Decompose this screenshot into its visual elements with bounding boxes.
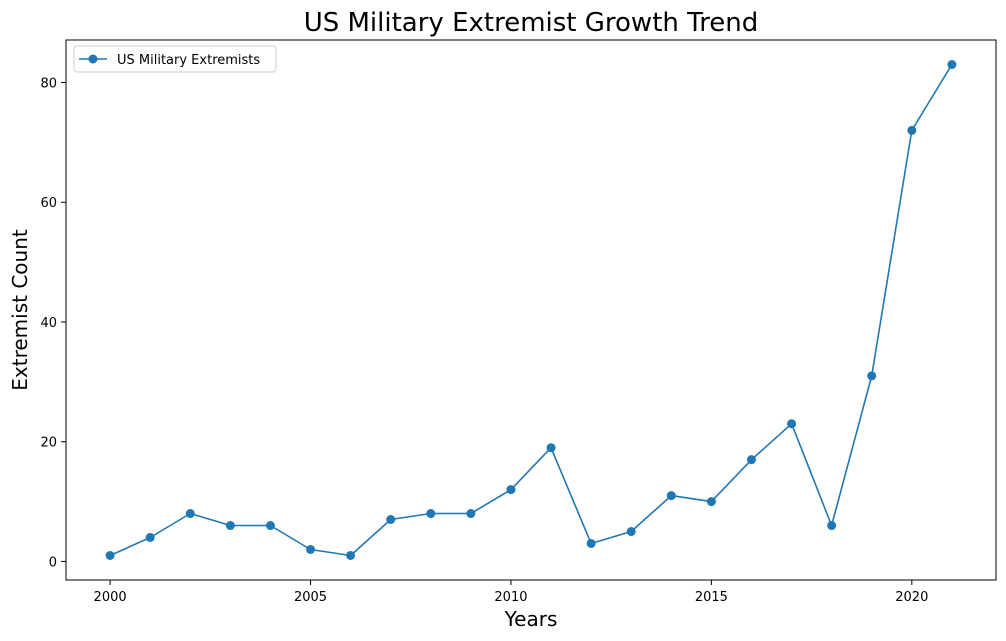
data-point bbox=[907, 125, 917, 135]
x-tick-label: 2005 bbox=[294, 590, 327, 605]
data-point bbox=[185, 509, 195, 519]
data-point bbox=[827, 521, 837, 531]
x-tick-label: 2000 bbox=[94, 590, 127, 605]
x-axis-label: Years bbox=[504, 607, 558, 631]
data-point bbox=[947, 60, 957, 70]
y-tick-label: 60 bbox=[40, 196, 57, 211]
legend-marker bbox=[88, 54, 98, 64]
legend-box bbox=[73, 45, 277, 73]
series-line bbox=[109, 64, 953, 557]
data-point bbox=[787, 419, 797, 429]
y-tick-label: 40 bbox=[40, 316, 57, 331]
data-point bbox=[506, 485, 516, 495]
x-tick-label: 2020 bbox=[895, 590, 928, 605]
data-point bbox=[225, 521, 235, 531]
data-point bbox=[105, 550, 115, 560]
x-tick-label: 2010 bbox=[494, 590, 527, 605]
data-point bbox=[426, 509, 436, 519]
data-point bbox=[867, 371, 877, 381]
data-point bbox=[626, 527, 636, 537]
legend: US Military Extremists bbox=[73, 45, 277, 73]
y-axis-label: Extremist Count bbox=[8, 229, 32, 391]
data-point bbox=[145, 532, 155, 542]
data-point bbox=[706, 497, 716, 507]
axes: 2000 2005 2010 2015 2020 0 20 40 60 80 bbox=[40, 39, 997, 605]
data-point bbox=[746, 455, 756, 465]
data-point bbox=[265, 521, 275, 531]
x-tick-label: 2015 bbox=[695, 590, 728, 605]
y-tick-label: 20 bbox=[40, 436, 57, 451]
y-tick-label: 80 bbox=[40, 77, 57, 92]
data-point bbox=[346, 550, 356, 560]
chart-title: US Military Extremist Growth Trend bbox=[304, 8, 759, 38]
data-point bbox=[586, 538, 596, 548]
legend-label: US Military Extremists bbox=[117, 53, 260, 68]
data-point bbox=[546, 443, 556, 453]
data-point bbox=[386, 515, 396, 525]
data-point bbox=[466, 509, 476, 519]
data-point bbox=[666, 491, 676, 501]
series-layer bbox=[105, 60, 957, 560]
y-tick-label: 0 bbox=[49, 555, 57, 570]
plot-frame bbox=[65, 39, 997, 581]
data-point bbox=[306, 544, 316, 554]
